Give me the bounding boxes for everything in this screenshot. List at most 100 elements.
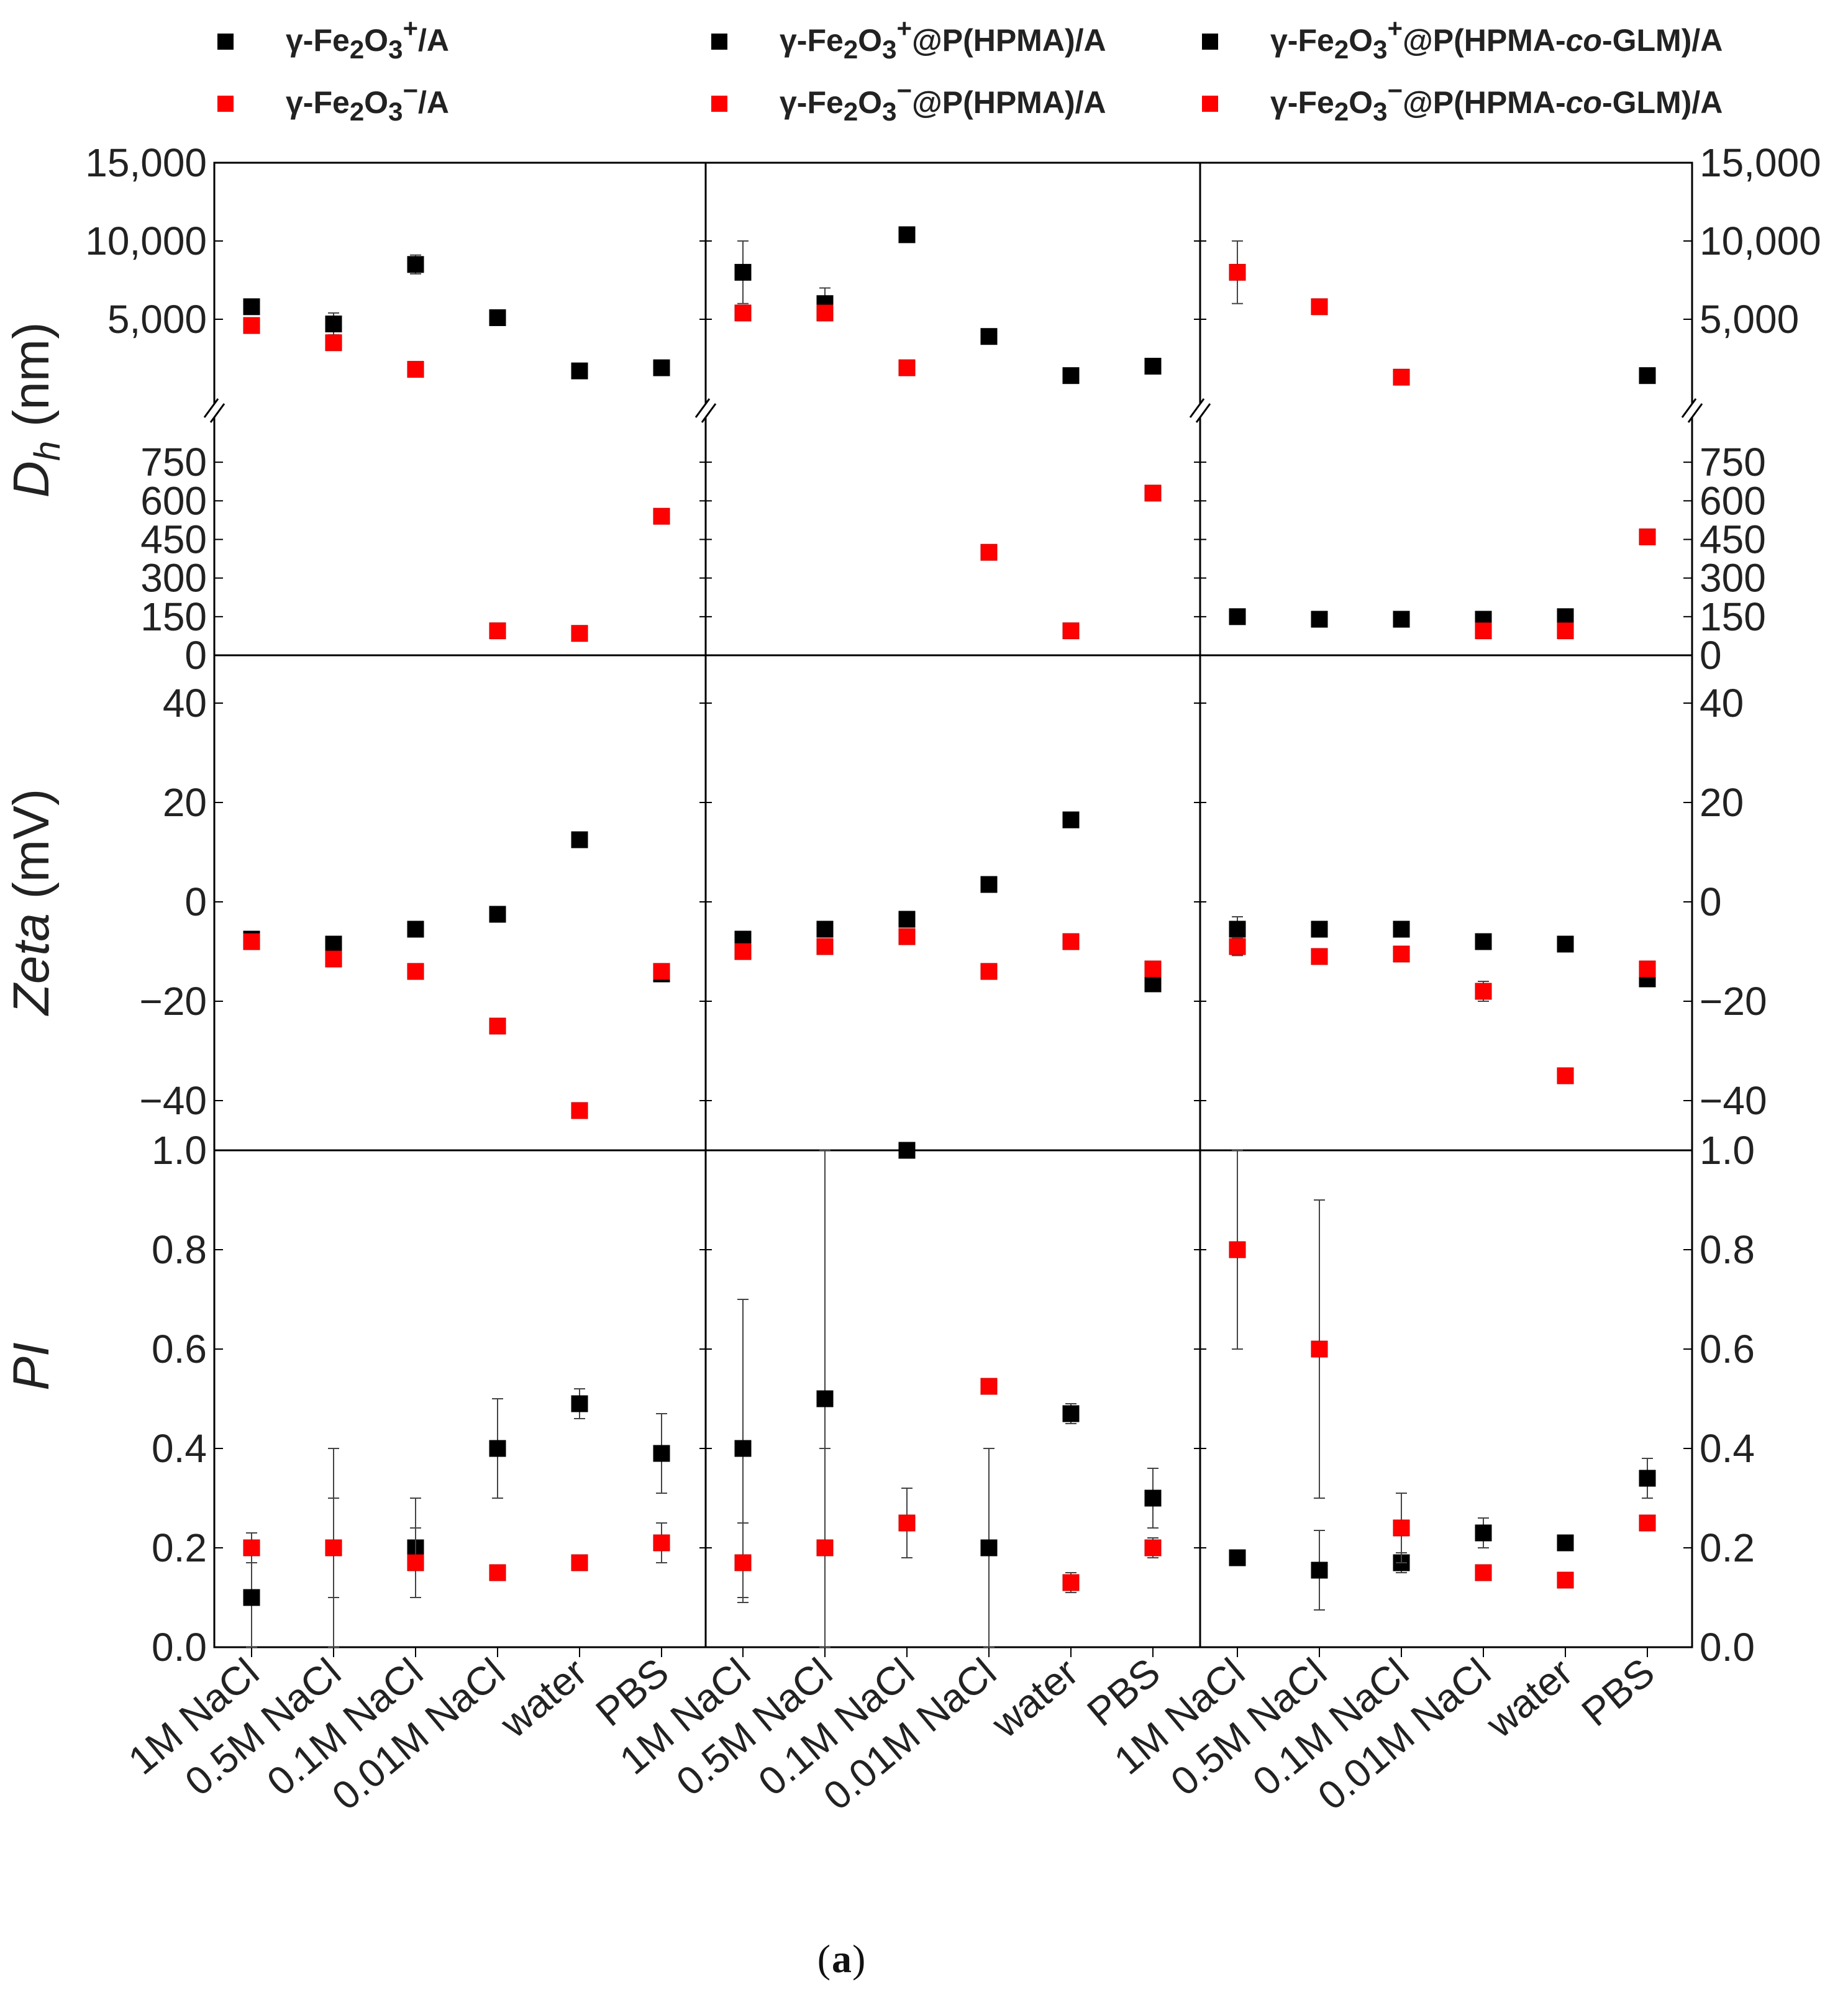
y-tick-label-right: 40 [1700,681,1744,725]
dh-point-pos [898,226,916,243]
dh-point-pos [407,256,424,273]
pi-point-neg [325,1539,342,1557]
y-tick-label-left: 10,000 [85,219,207,263]
pi-point-pos [653,1445,670,1462]
axis-break-mark [1681,398,1697,418]
zeta-point-pos [1229,920,1246,938]
zeta-point-pos [1144,975,1162,993]
dh-point-neg [1639,528,1656,545]
y-tick-label-right: 450 [1700,517,1766,562]
pi-point-pos [898,1142,916,1159]
axis-break-mark [209,403,225,423]
y-tick-label-right: 20 [1700,780,1744,825]
axis-break-gap [199,404,1708,417]
legend-marker [1202,34,1218,50]
y-tick-label-right: 0.6 [1700,1327,1755,1371]
dh-point-pos [1639,367,1656,384]
legend-label: γ-Fe2O3−@P(HPMA-co-GLM)/A [1270,76,1723,126]
y-tick-label-right: 0.4 [1700,1426,1755,1471]
y-tick-label-right: 750 [1700,440,1766,484]
dh-point-pos [734,263,752,281]
pi-point-pos [1144,1489,1162,1507]
axis-break-mark [701,403,717,423]
dh-point-pos [489,309,506,326]
caption-letter: a [832,1937,852,1981]
legend-label: γ-Fe2O3+@P(HPMA-co-GLM)/A [1270,14,1723,64]
pi-point-neg [653,1534,670,1552]
pi-point-neg [898,1514,916,1532]
pi-point-neg [1311,1340,1328,1358]
pi-point-pos [1229,1549,1246,1566]
y-tick-label-right: 5,000 [1700,297,1799,342]
y-tick-label-right: 0.8 [1700,1227,1755,1272]
y-tick-label-left: 1.0 [152,1128,207,1173]
plot-frame [213,161,1693,1648]
legend: γ-Fe2O3+/A γ-Fe2O3−/A γ-Fe2O3+@P(HPMA)/A γ-… [217,14,1723,126]
pi-point-pos [243,1589,260,1606]
zeta-point-neg [1639,960,1656,978]
zeta-point-neg [1393,945,1410,963]
dh-point-pos [653,359,670,376]
pi-point-neg [1144,1539,1162,1557]
pi-point-neg [1557,1571,1574,1589]
dh-point-pos [325,316,342,333]
pi-point-pos [1311,1561,1328,1579]
pi-point-neg [734,1554,752,1571]
legend-marker [217,96,234,112]
dh-point-neg [734,304,752,322]
zeta-point-pos [407,920,424,938]
zeta-point-pos [816,920,834,938]
pi-point-pos [1062,1405,1080,1422]
legend-label: γ-Fe2O3−@P(HPMA)/A [780,76,1106,126]
zeta-point-pos [1475,933,1492,950]
pi-point-neg [407,1554,424,1571]
dh-point-neg [1475,622,1492,640]
zeta-point-neg [1311,948,1328,965]
axis-break-mark [1189,398,1205,418]
dh-point-neg [980,543,998,561]
pi-point-neg [1475,1564,1492,1581]
legend-marker [217,34,234,50]
dh-point-neg [571,625,588,642]
y-tick-label-right: 0.0 [1700,1625,1755,1670]
dh-point-neg [653,507,670,525]
y-tick-label-left: 0 [184,880,207,924]
y-tick-label-right: 10,000 [1700,219,1821,263]
zeta-point-neg [980,963,998,980]
pi-point-neg [1393,1519,1410,1537]
zeta-point-neg [1557,1067,1574,1084]
dh-point-neg [243,317,260,334]
dh-point-pos [1144,358,1162,375]
axis-break-mark [1687,403,1703,423]
y-tick-label-left: −40 [139,1078,207,1123]
dh-point-neg [1062,622,1080,640]
zeta-point-neg [325,950,342,968]
y-tick-label-left: 300 [140,556,207,601]
zeta-point-pos [898,911,916,928]
y-tick-label-right: 0.2 [1700,1525,1755,1570]
pi-point-pos [816,1390,834,1407]
pi-point-pos [1639,1470,1656,1487]
pi-point-neg [243,1539,260,1557]
zeta-point-neg [653,963,670,980]
figure-caption: ( a ) [817,1937,866,1981]
dh-point-neg [407,361,424,378]
pi-point-pos [734,1440,752,1457]
zeta-point-pos [571,831,588,848]
zeta-point-neg [734,943,752,960]
y-tick-label-right: −20 [1700,979,1767,1024]
legend-label: γ-Fe2O3−/A [286,76,449,126]
y-tick-label-right: 1.0 [1700,1128,1755,1173]
pi-point-pos [1475,1524,1492,1542]
zeta-point-neg [1229,938,1246,955]
y-tick-label-left: 450 [140,517,207,562]
dh-point-neg [1393,368,1410,386]
dh-point-pos [243,298,260,316]
zeta-point-neg [407,963,424,980]
dh-point-neg [1229,263,1246,281]
dh-point-neg [1557,622,1574,640]
zeta-point-neg [898,928,916,945]
legend-marker [711,34,727,50]
pi-point-pos [571,1395,588,1412]
